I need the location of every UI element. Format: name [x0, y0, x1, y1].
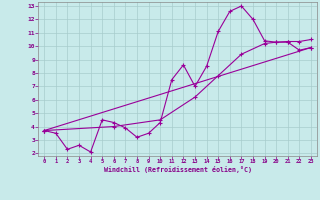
X-axis label: Windchill (Refroidissement éolien,°C): Windchill (Refroidissement éolien,°C): [104, 166, 252, 173]
